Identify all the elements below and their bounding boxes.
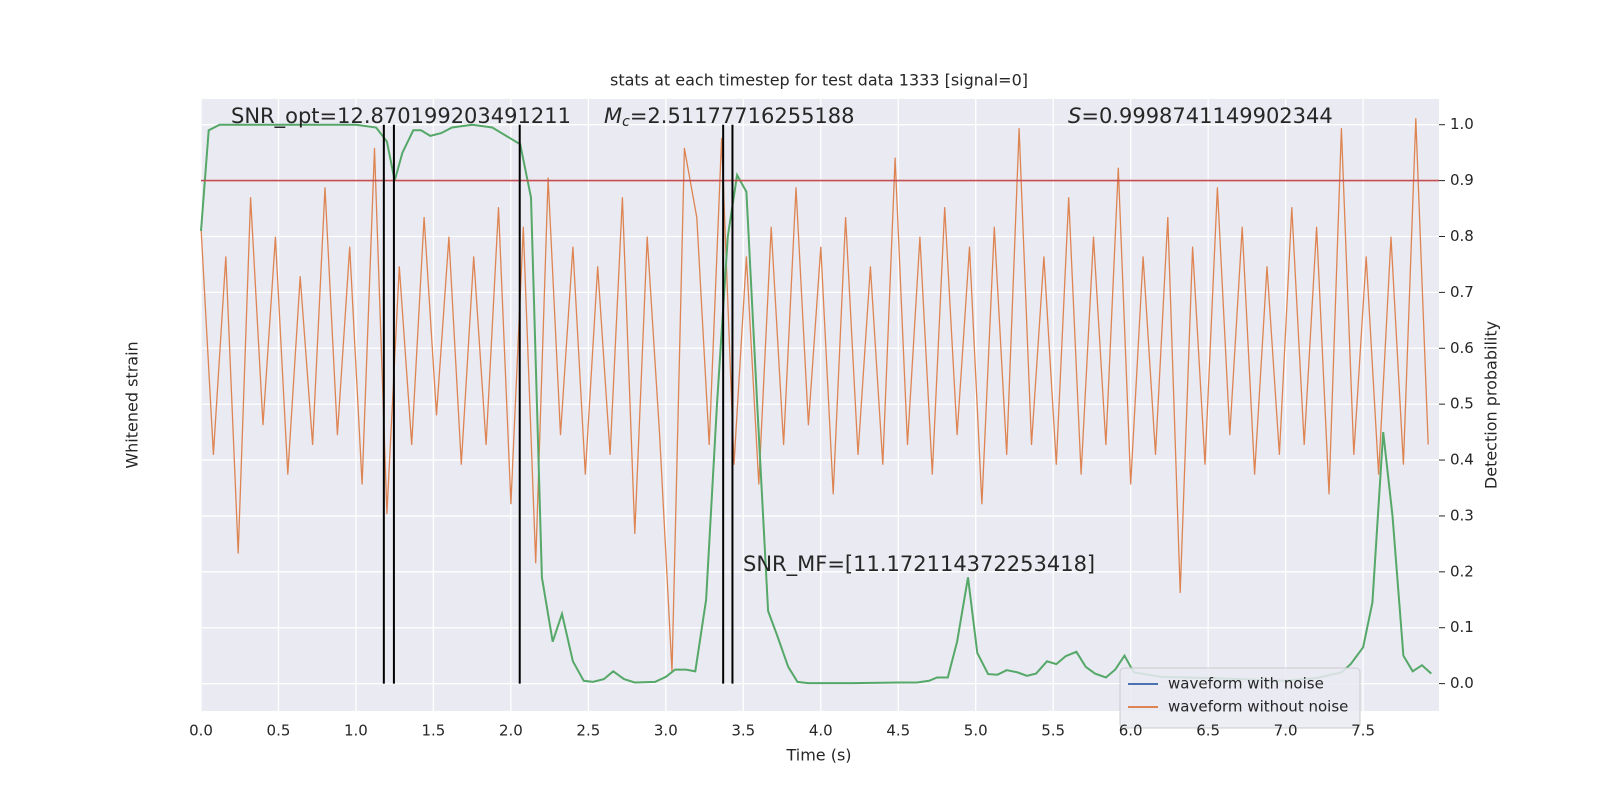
x-tick-label: 5.5 [1041,722,1065,740]
annotation-subscript: c [622,114,630,130]
x-tick-label: 2.0 [499,722,523,740]
x-tick-label: 3.5 [731,722,755,740]
y2-tick-label: 1.0 [1450,115,1474,133]
y2-tick-label: 0.5 [1450,395,1474,413]
x-tick-label: 4.0 [809,722,833,740]
x-axis-label: Time (s) [785,746,851,765]
x-tick-label: 3.0 [654,722,678,740]
legend-label: waveform without noise [1168,698,1348,716]
x-tick-label: 6.0 [1119,722,1143,740]
y2-tick-label: 0.0 [1450,674,1474,692]
y2-tick-label: 0.1 [1450,618,1474,636]
x-tick-label: 0.5 [267,722,291,740]
plot-background [201,99,1439,711]
x-tick-label: 7.5 [1351,722,1375,740]
annotation: SNR_opt=12.870199203491211 [231,104,571,129]
legend-label: waveform with noise [1168,675,1324,693]
x-tick-label: 6.5 [1196,722,1220,740]
y2-tick-label: 0.3 [1450,506,1474,524]
annotation: S=0.9998741149902344 [1068,104,1333,128]
y2-tick-label: 0.9 [1450,171,1474,189]
y2-tick-label: 0.4 [1450,451,1474,469]
x-tick-label: 4.5 [886,722,910,740]
annotation: SNR_MF=[11.172114372253418] [743,552,1095,577]
x-tick-label: 7.0 [1274,722,1298,740]
annotation-text: =2.51177716255188 [630,104,855,128]
y2-tick-label: 0.7 [1450,283,1474,301]
legend-box [1119,667,1361,729]
annotation-text: =0.9998741149902344 [1081,104,1332,128]
x-tick-label: 5.0 [964,722,988,740]
y2-axis-label: Detection probability [1482,321,1501,489]
waveform-line [200,118,1429,673]
x-tick-label: 0.0 [189,722,213,740]
annotation-symbol: M [604,104,622,128]
x-tick-label: 1.0 [344,722,368,740]
y2-tick-label: 0.8 [1450,227,1474,245]
y-axis-label: Whitened strain [123,341,142,468]
y2-tick-label: 0.6 [1450,339,1474,357]
x-tick-label: 2.5 [576,722,600,740]
annotation-symbol: S [1068,104,1081,128]
annotation: Mc=2.51177716255188 [604,104,855,130]
chart-title: stats at each timestep for test data 133… [610,71,1028,90]
y2-tick-label: 0.2 [1450,562,1474,580]
x-tick-label: 1.5 [421,722,445,740]
